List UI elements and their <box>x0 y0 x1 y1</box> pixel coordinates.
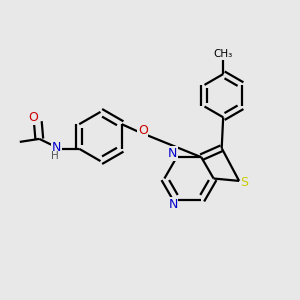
Text: N: N <box>52 141 62 154</box>
Text: O: O <box>138 124 148 137</box>
Text: O: O <box>28 111 38 124</box>
Text: N: N <box>167 147 177 160</box>
Text: H: H <box>51 151 59 161</box>
Text: S: S <box>241 176 248 189</box>
Text: CH₃: CH₃ <box>214 49 233 59</box>
Text: N: N <box>168 198 178 211</box>
